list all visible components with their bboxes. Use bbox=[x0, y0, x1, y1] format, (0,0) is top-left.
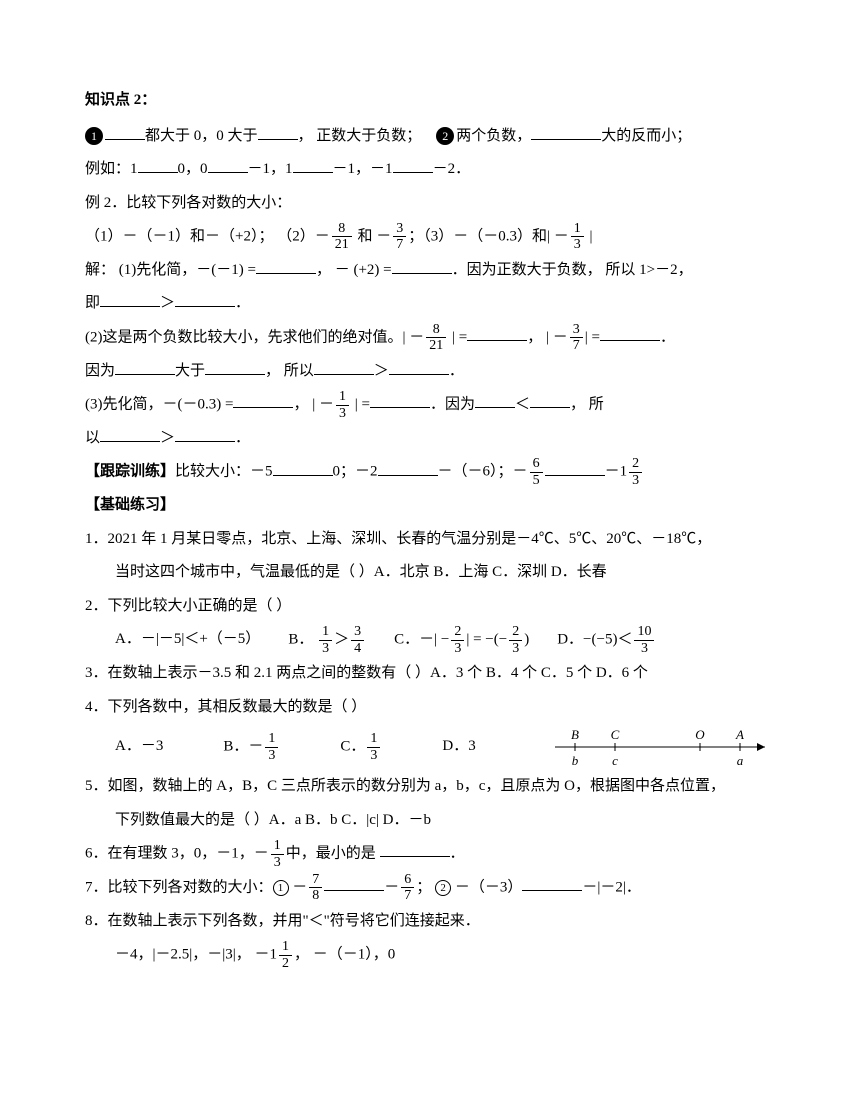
blank bbox=[273, 459, 333, 476]
blank bbox=[545, 459, 605, 476]
q4-opt-c: C．13 bbox=[340, 731, 382, 763]
svg-text:C: C bbox=[611, 727, 620, 742]
blank bbox=[105, 123, 145, 140]
frac-8-21: 821 bbox=[426, 322, 446, 354]
ex2-title: 例 2．比较下列各对数的大小： bbox=[85, 188, 775, 220]
blank bbox=[208, 157, 248, 174]
q2-opt-b: B． 13＞34 bbox=[288, 624, 366, 656]
blank bbox=[600, 325, 660, 342]
solution-2b: 因为大于， 所以＞． bbox=[85, 356, 775, 388]
q2-opt-d: D．−(−5)＜103 bbox=[557, 624, 656, 656]
frac-1-3: 13 bbox=[336, 389, 349, 421]
blank bbox=[115, 358, 175, 375]
blank bbox=[530, 392, 570, 409]
blank bbox=[393, 157, 433, 174]
blank bbox=[475, 392, 515, 409]
circled-2: 2 bbox=[436, 127, 454, 145]
blank bbox=[100, 425, 160, 442]
blank bbox=[256, 257, 316, 274]
q2-opt-a: A．－|－5|＜+（－5） bbox=[115, 624, 260, 656]
q8-line1: 8．在数轴上表示下列各数，并用"＜"符号将它们连接起来． bbox=[85, 906, 775, 938]
blank bbox=[258, 123, 298, 140]
frac-8-21: 821 bbox=[332, 221, 352, 253]
q3: 3．在数轴上表示－3.5 和 2.1 两点之间的整数有（ ）A．3 个 B．4 … bbox=[85, 658, 775, 690]
frac-6-7: 67 bbox=[401, 872, 414, 904]
ex2-question: （1）－（－1）和－（+2）； （2）－821 和 －37；（3）－（－0.3）… bbox=[85, 221, 775, 253]
svg-text:O: O bbox=[695, 727, 705, 742]
blank bbox=[233, 392, 293, 409]
basic-practice-heading: 【基础练习】 bbox=[85, 490, 775, 522]
q5-line2: 下列数值最大的是（ ）A．a B．b C．|c| D．－b bbox=[85, 805, 775, 837]
frac-3-7: 37 bbox=[393, 221, 406, 253]
q2-opt-c: C．－| −23| = −(−23) bbox=[394, 624, 529, 656]
blank bbox=[522, 875, 582, 892]
kp2-line1: 1都大于 0，0 大于， 正数大于负数； 2两个负数，大的反而小； bbox=[85, 121, 775, 153]
blank bbox=[380, 841, 450, 858]
q2-stem: 2．下列比较大小正确的是（ ） bbox=[85, 591, 775, 623]
number-line-diagram: B C O A b c a bbox=[555, 725, 775, 769]
q4-stem: 4．下列各数中，其相反数最大的数是（ ） bbox=[85, 692, 775, 724]
frac-3-7: 37 bbox=[570, 322, 583, 354]
blank bbox=[314, 358, 374, 375]
svg-text:B: B bbox=[571, 727, 579, 742]
blank bbox=[138, 157, 178, 174]
solution-1a: 解： (1)先化简，－(－1) =， － (+2) =．因为正数大于负数， 所以… bbox=[85, 255, 775, 287]
q4-opt-a: A．－3 bbox=[115, 731, 163, 763]
q2-options: A．－|－5|＜+（－5） B． 13＞34 C．－| −23| = −(−23… bbox=[85, 624, 775, 656]
blank bbox=[100, 291, 160, 308]
q8-line2: －4，|－2.5|，－|3|， －112， －（－1），0 bbox=[85, 939, 775, 971]
q7: 7．比较下列各对数的大小：1 －78－67； 2 －（－3）－|－2|． bbox=[85, 872, 775, 904]
kp2-line2: 例如：10，0－1，1－1，－1－2． bbox=[85, 154, 775, 186]
blank bbox=[378, 459, 438, 476]
q6: 6．在有理数 3，0，－1，－13中，最小的是 ． bbox=[85, 838, 775, 870]
circled-2-outline: 2 bbox=[435, 880, 451, 896]
blank bbox=[467, 325, 527, 342]
svg-text:a: a bbox=[737, 753, 744, 768]
solution-2a: (2)这是两个负数比较大小，先求他们的绝对值。| －821 | =， | －37… bbox=[85, 322, 775, 354]
tracking-practice: 【跟踪训练】比较大小：－50；－2－（－6）；－65－123 bbox=[85, 456, 775, 488]
blank bbox=[205, 358, 265, 375]
frac-1-2: 12 bbox=[279, 939, 292, 971]
svg-text:c: c bbox=[612, 753, 618, 768]
svg-text:A: A bbox=[735, 727, 744, 742]
frac-7-8: 78 bbox=[309, 872, 322, 904]
solution-1b: 即＞． bbox=[85, 288, 775, 320]
circled-1: 1 bbox=[85, 127, 103, 145]
blank bbox=[389, 358, 449, 375]
q4-row: A．－3 B．－13 C．13 D．3 B C O A b c a bbox=[85, 725, 775, 769]
blank bbox=[175, 425, 235, 442]
blank bbox=[175, 291, 235, 308]
blank bbox=[392, 257, 452, 274]
frac-1-3: 13 bbox=[571, 221, 584, 253]
q1-line1: 1．2021 年 1 月某日零点，北京、上海、深圳、长春的气温分别是－4℃、5℃… bbox=[85, 524, 775, 556]
blank bbox=[293, 157, 333, 174]
q4-opt-b: B．－13 bbox=[223, 731, 280, 763]
q1-line2: 当时这四个城市中，气温最低的是（ ）A．北京 B．上海 C．深圳 D．长春 bbox=[85, 557, 775, 589]
frac-2-3: 23 bbox=[629, 456, 642, 488]
blank bbox=[324, 875, 384, 892]
solution-3b: 以＞． bbox=[85, 423, 775, 455]
q5-line1: 5．如图，数轴上的 A，B，C 三点所表示的数分别为 a，b，c，且原点为 O，… bbox=[85, 771, 775, 803]
svg-text:b: b bbox=[572, 753, 579, 768]
frac-1-3: 13 bbox=[271, 838, 284, 870]
solution-3a: (3)先化简，－(－0.3) =， | －13 | =．因为＜， 所 bbox=[85, 389, 775, 421]
q4-opt-d: D．3 bbox=[442, 731, 475, 763]
frac-6-5: 65 bbox=[530, 456, 543, 488]
section-heading: 知识点 2： bbox=[85, 85, 775, 117]
blank bbox=[370, 392, 430, 409]
circled-1-outline: 1 bbox=[273, 880, 289, 896]
blank bbox=[531, 123, 601, 140]
